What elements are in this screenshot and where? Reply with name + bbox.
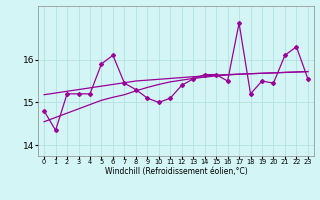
X-axis label: Windchill (Refroidissement éolien,°C): Windchill (Refroidissement éolien,°C) (105, 167, 247, 176)
